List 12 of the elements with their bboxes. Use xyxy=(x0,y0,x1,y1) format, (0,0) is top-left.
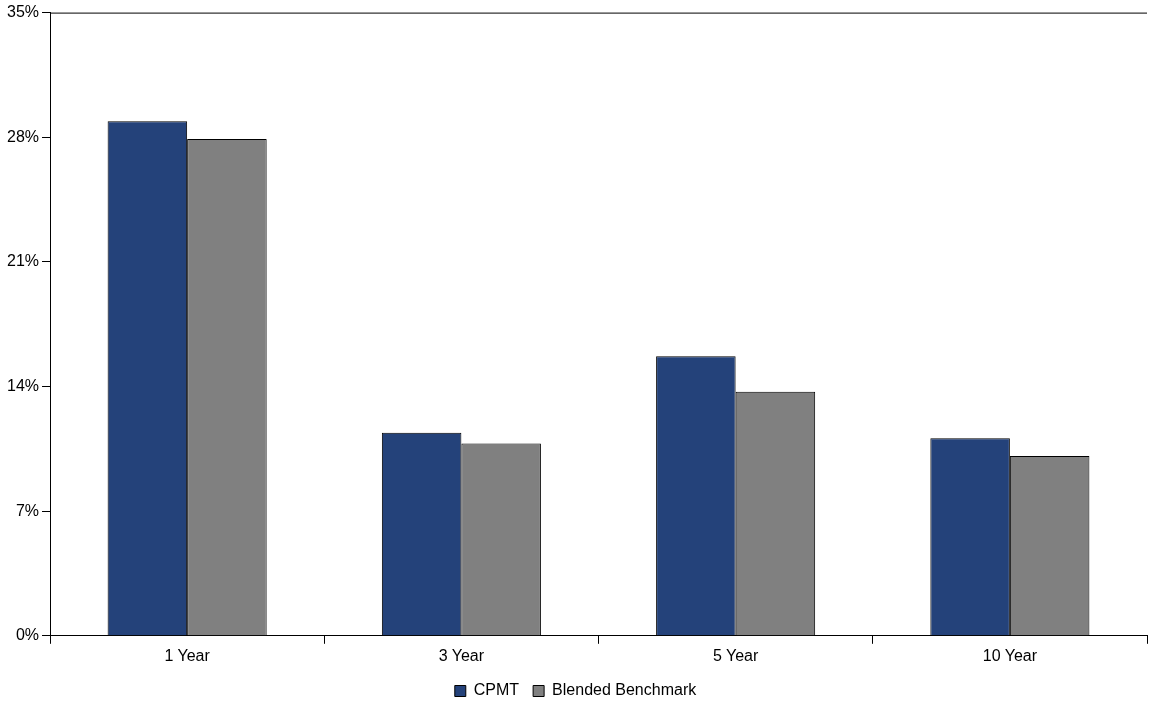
y-tick-label: 0% xyxy=(15,626,40,644)
x-tick-label: 10 Year xyxy=(982,646,1038,664)
y-tick-label: 21% xyxy=(6,252,40,270)
y-tick-label: 35% xyxy=(6,3,40,21)
y-tick-label: 7% xyxy=(15,501,40,519)
y-tick-label: 28% xyxy=(6,127,40,145)
x-tick-label: 5 Year xyxy=(712,646,759,664)
legend-label: CPMT xyxy=(473,681,520,699)
legend-label: Blended Benchmark xyxy=(552,681,698,699)
y-tick-label: 14% xyxy=(6,376,40,394)
x-tick-label: 3 Year xyxy=(438,646,485,664)
x-tick-label: 1 Year xyxy=(164,646,211,664)
